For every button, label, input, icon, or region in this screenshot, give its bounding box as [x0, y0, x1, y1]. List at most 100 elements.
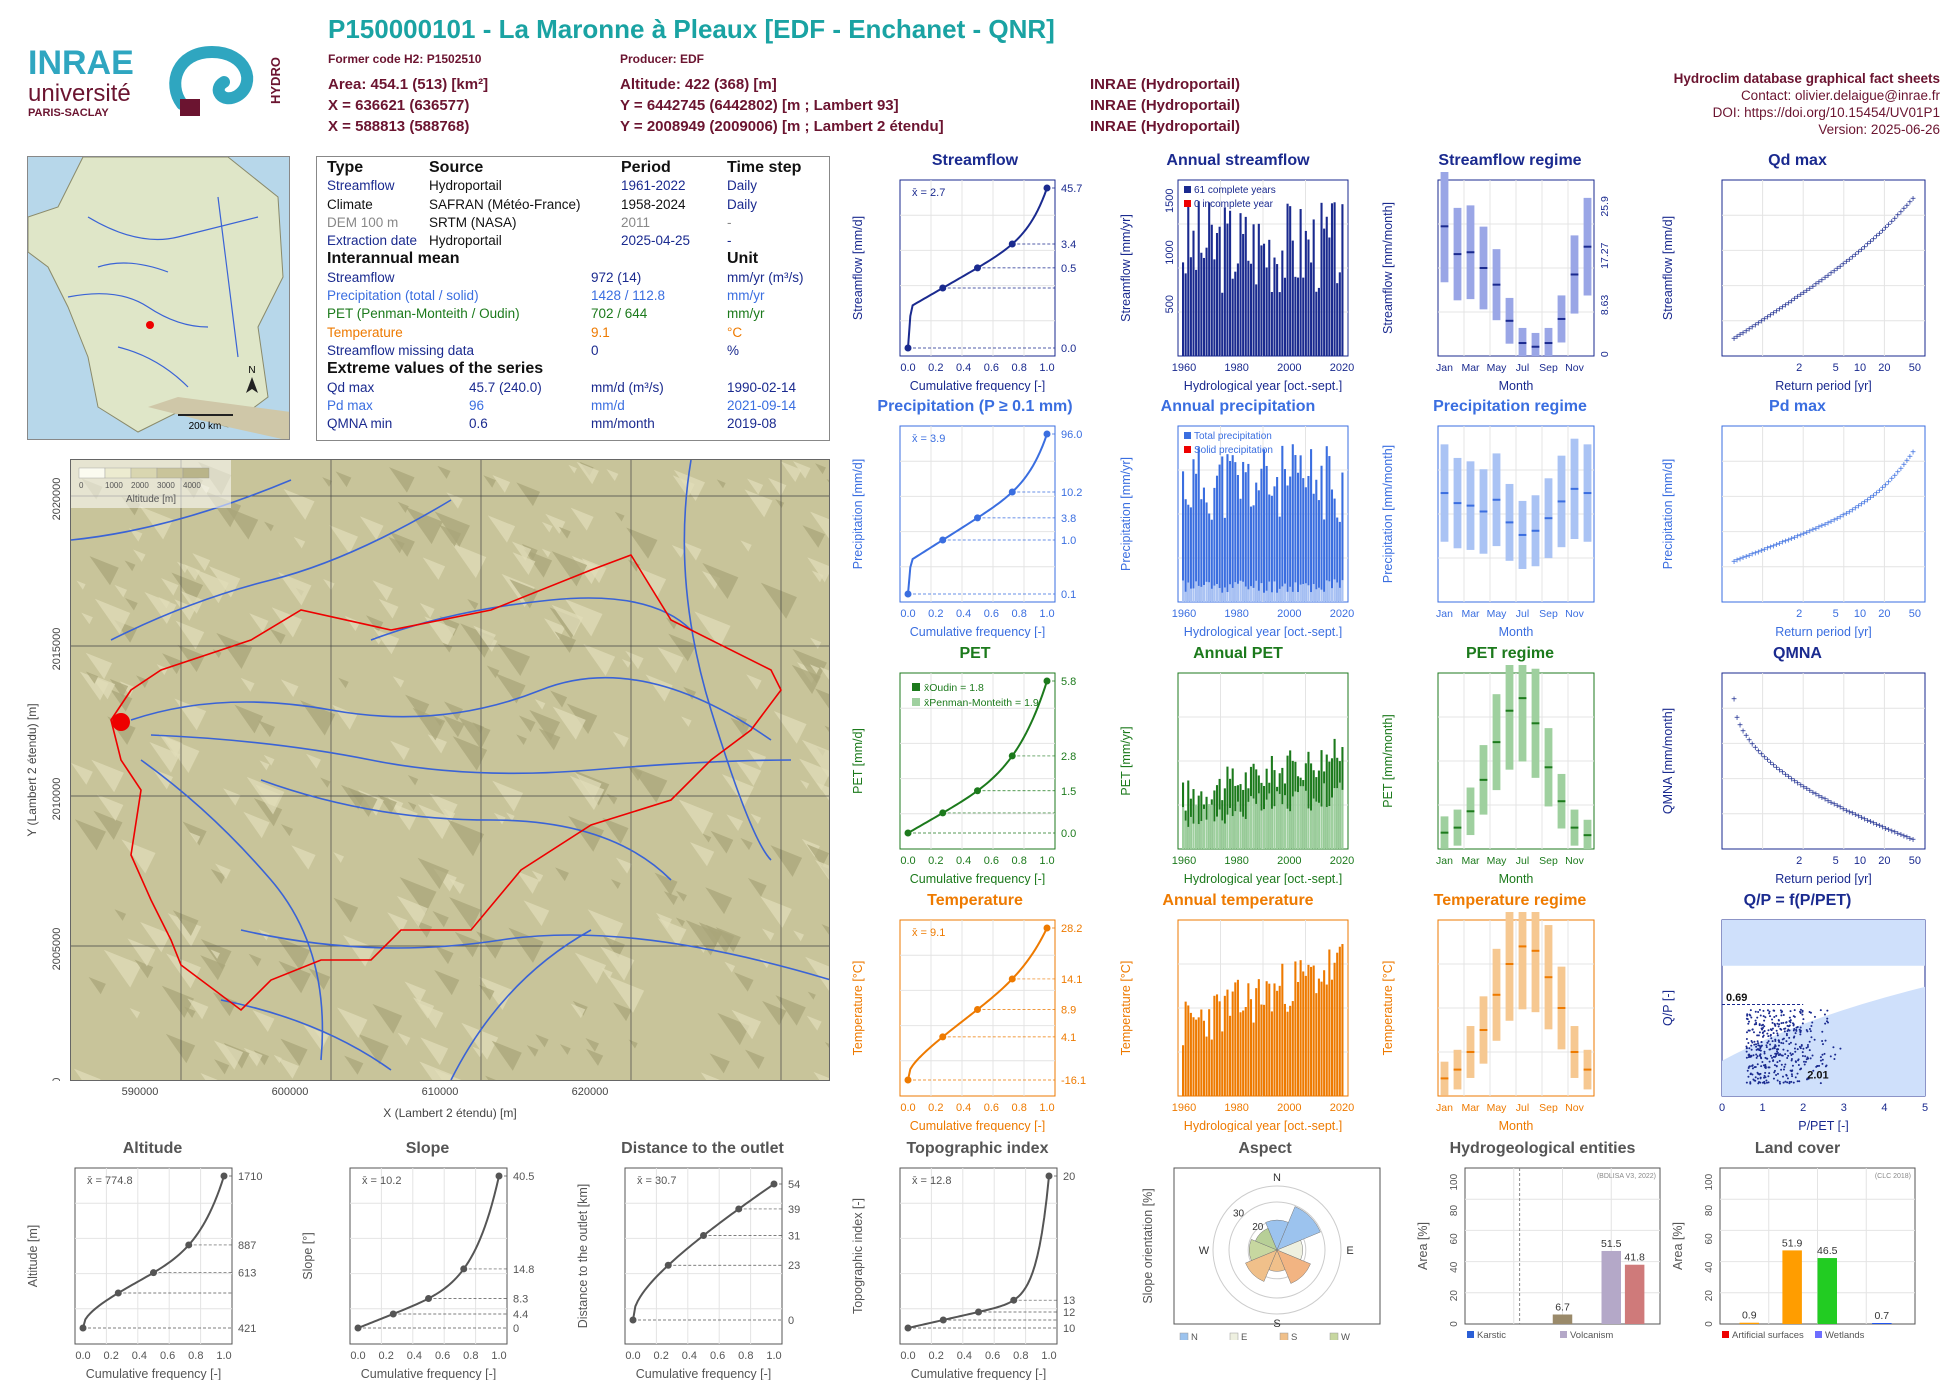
year-bar-secondary	[1255, 580, 1258, 602]
year-bar-secondary	[1286, 591, 1289, 602]
qp-point	[1748, 1029, 1751, 1032]
year-bar	[1187, 780, 1190, 849]
year-bar	[1296, 981, 1300, 1096]
info-row-cell: 2025-04-25	[621, 233, 691, 249]
map-ytick: 2000000	[51, 1078, 63, 1081]
quantile-value: 3.8	[1061, 513, 1076, 525]
qp-point	[1796, 1072, 1799, 1075]
year-bar-secondary	[1310, 592, 1313, 602]
x-tick: 0.8	[1012, 362, 1027, 374]
extreme-point: +	[1819, 793, 1825, 804]
extreme-point: +	[1761, 752, 1767, 763]
year-bar	[1252, 1022, 1255, 1096]
extreme-point: +	[1822, 520, 1828, 531]
qp-point	[1787, 1054, 1790, 1057]
qp-annot: 2.01	[1807, 1069, 1828, 1081]
qp-point	[1785, 1021, 1788, 1024]
year-bar	[1184, 273, 1187, 356]
info-header-cell: Source	[429, 159, 484, 176]
qp-point	[1761, 1031, 1764, 1034]
year-bar	[1268, 983, 1271, 1096]
extreme-point: +	[1892, 471, 1898, 482]
extreme-unit: mm/month	[591, 416, 655, 432]
year-bar	[1276, 264, 1279, 356]
extreme-point: +	[1743, 326, 1749, 337]
producer: Producer: EDF	[620, 52, 705, 66]
qp-point	[1757, 1011, 1760, 1014]
extreme-point: +	[1895, 468, 1901, 479]
mean-label: x̄ = 774.8	[87, 1175, 133, 1187]
year-bar	[1249, 263, 1253, 356]
x-tick: 0.4	[957, 1350, 972, 1362]
qp-point	[1811, 1021, 1814, 1024]
rose-direction: S	[1273, 1318, 1280, 1330]
legend-swatch	[1815, 1331, 1822, 1338]
extreme-point: +	[1907, 197, 1913, 208]
year-bar	[1302, 478, 1305, 602]
year-bar	[1229, 1015, 1232, 1096]
extreme-point: +	[1798, 290, 1804, 301]
extreme-point: +	[1804, 784, 1810, 795]
year-bar-secondary	[1221, 820, 1224, 849]
year-bar	[1283, 277, 1286, 356]
extreme-point: +	[1734, 713, 1740, 724]
qp-point	[1747, 1067, 1750, 1070]
x-tick: 0.4	[956, 855, 971, 867]
river	[110, 499, 452, 641]
interannual-row: Precipitation (total / solid) 1428 / 112.…	[327, 287, 819, 305]
qp-point	[1762, 1009, 1765, 1012]
chart-title: Temperature regime	[1433, 892, 1587, 909]
quantile-value: -16.1	[1061, 1075, 1086, 1087]
extreme-point: +	[1901, 204, 1907, 215]
qp-point	[1763, 1025, 1766, 1028]
quantile-value: 8.3	[513, 1294, 528, 1306]
river	[260, 779, 672, 881]
x-tick: 1980	[1224, 608, 1248, 620]
qp-point	[1760, 1027, 1763, 1030]
extreme-point: +	[1898, 207, 1904, 218]
info-row: DEM 100 m SRTM (NASA) 2011 -	[327, 214, 819, 232]
qp-point	[1792, 1015, 1795, 1018]
x-tick: Jan	[1436, 362, 1453, 374]
qp-point	[1784, 1053, 1787, 1056]
year-bar	[1338, 946, 1341, 1096]
year-bar	[1320, 202, 1323, 356]
info-row-cell: Hydroportail	[429, 233, 502, 249]
year-bar	[1192, 230, 1195, 356]
interannual-row: Streamflow 972 (14) mm/yr (m³/s)	[327, 269, 819, 287]
chart-precip_regime: Precipitation regime Month Precipitation […	[1380, 398, 1640, 638]
extreme-point: +	[1852, 810, 1858, 821]
x-tick: 1.0	[1039, 1102, 1054, 1114]
year-bar	[1257, 490, 1260, 602]
y-axis-label: Temperature [°C]	[851, 961, 865, 1056]
extreme-date: 2019-08	[727, 416, 777, 432]
qp-point	[1775, 1064, 1778, 1067]
year-bar-secondary	[1223, 823, 1226, 849]
year-bar	[1302, 277, 1305, 356]
y-axis-label: Streamflow [mm/d]	[1661, 216, 1675, 320]
qp-point	[1785, 1040, 1788, 1043]
year-bar	[1325, 754, 1328, 849]
x-lambert2: X = 588813 (588768)	[328, 118, 470, 135]
qp-point	[1764, 1066, 1767, 1069]
cdf-curve	[907, 927, 1048, 1081]
month-box	[1518, 665, 1527, 762]
qp-point	[1782, 1042, 1785, 1045]
year-bar	[1302, 971, 1305, 1096]
source-1: INRAE (Hydroportail)	[1090, 76, 1240, 93]
y-axis-label: PET [mm/yr]	[1119, 726, 1133, 795]
year-bar-secondary	[1304, 790, 1307, 849]
year-bar	[1312, 219, 1315, 356]
year-bar	[1281, 445, 1284, 602]
extreme-point: +	[1874, 820, 1880, 831]
year-bar-secondary	[1278, 793, 1281, 849]
year-bar-secondary	[1312, 584, 1315, 602]
year-bar	[1244, 472, 1247, 602]
qp-point	[1747, 1042, 1750, 1045]
map-ytick: 2010000	[51, 778, 63, 821]
qp-point	[1793, 1009, 1796, 1012]
map-xtick: 620000	[572, 1086, 609, 1098]
plot-frame	[1173, 1167, 1381, 1325]
extreme-point: +	[1734, 332, 1740, 343]
bar-value: 51.5	[1601, 1238, 1622, 1250]
